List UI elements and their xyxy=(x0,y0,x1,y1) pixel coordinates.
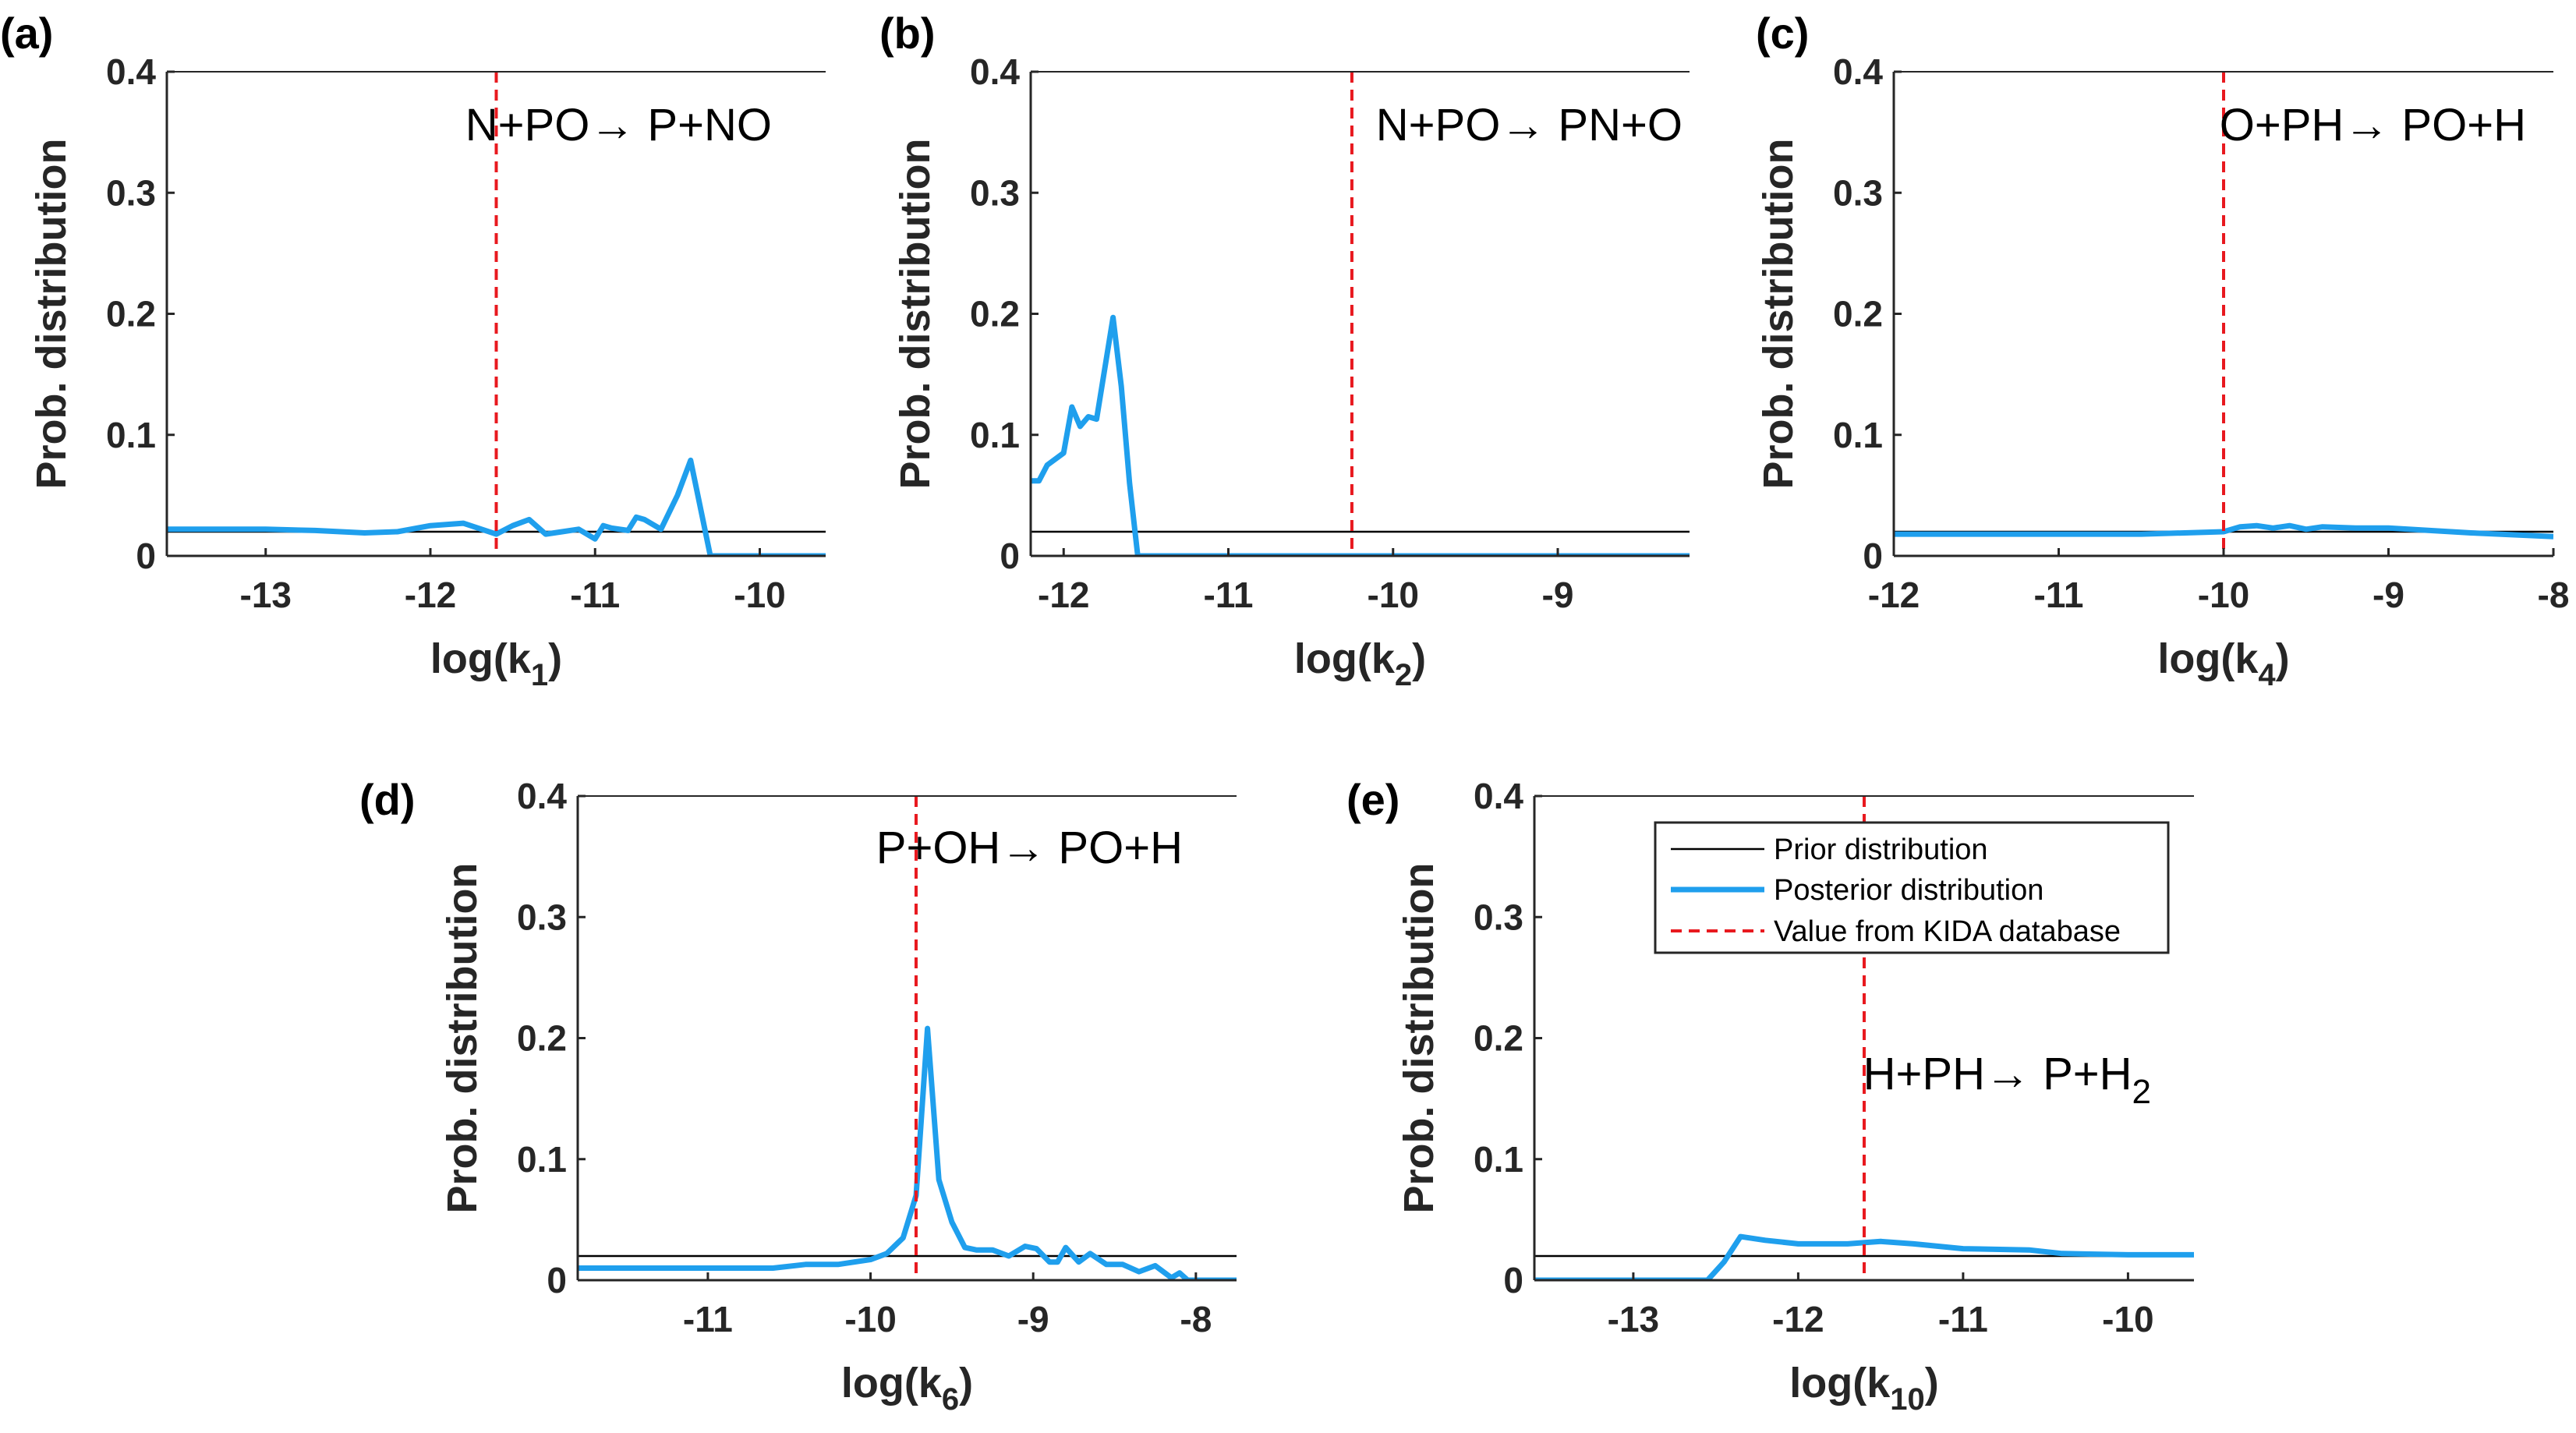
x-axis-label: log(k6) xyxy=(841,1360,973,1417)
panel-label: (b) xyxy=(879,9,936,58)
y-tick-label: 0.2 xyxy=(1474,1018,1523,1059)
y-tick-label: 0.1 xyxy=(517,1139,567,1180)
chart-panel-d: 0 0.1 0.2 0.3 0.4 -11 -10 -9 -8 log(k6) Prob. dist… xyxy=(359,775,1237,1417)
y-tick-label: 0.2 xyxy=(517,1018,567,1059)
y-tick-label: 0 xyxy=(1000,536,1020,576)
y-tick-label: 0.3 xyxy=(970,172,1020,213)
x-tick-label: -12 xyxy=(405,575,456,615)
x-tick-label: -9 xyxy=(2373,575,2404,615)
x-axis-label: log(k1) xyxy=(430,635,562,692)
posterior-line xyxy=(1534,1233,2194,1280)
y-tick-label: 0.3 xyxy=(517,897,567,937)
panel-label: (c) xyxy=(1756,9,1809,58)
y-tick-label: 0.3 xyxy=(106,172,156,213)
y-tick-label: 0 xyxy=(1503,1260,1523,1300)
y-tick-label: 0.2 xyxy=(1833,294,1883,334)
reaction-title: N+PO→ P+NO xyxy=(465,100,772,150)
posterior-line xyxy=(167,457,826,556)
legend-kida-label: Value from KIDA database xyxy=(1774,915,2121,948)
y-axis-label: Prob. distribution xyxy=(1396,863,1442,1214)
x-tick-label: -12 xyxy=(1772,1299,1824,1339)
y-tick-label: 0 xyxy=(136,536,156,576)
y-tick-label: 0.4 xyxy=(517,776,567,816)
x-tick-label: -12 xyxy=(1868,575,1920,615)
x-tick-label: -11 xyxy=(570,575,620,615)
chart-panel-a: 0 0.1 0.2 0.3 0.4 -13 -12 -11 -10 log(k1) Prob. di… xyxy=(0,9,826,692)
panel-label: (e) xyxy=(1346,775,1399,824)
chart-panel-c: 0 0.1 0.2 0.3 0.4 -12 -11 -10 -9 -8 log(k4) Prob. d… xyxy=(1755,9,2569,692)
x-tick-label: -11 xyxy=(1204,575,1254,615)
legend-posterior-label: Posterior distribution xyxy=(1774,874,2043,907)
y-tick-label: 0 xyxy=(547,1260,567,1300)
x-tick-label: -8 xyxy=(1180,1299,1212,1339)
x-tick-label: -9 xyxy=(1542,575,1574,615)
posterior-line xyxy=(1031,314,1690,556)
y-tick-label: 0.2 xyxy=(106,294,156,334)
chart-panels: 0 0.1 0.2 0.3 0.4 -13 -12 -11 -10 log(k1) Prob. di… xyxy=(0,9,2569,1417)
y-axis-label: Prob. distribution xyxy=(439,863,486,1214)
y-tick-label: 0.1 xyxy=(1474,1139,1523,1180)
x-tick-label: -10 xyxy=(734,575,785,615)
y-tick-label: 0.1 xyxy=(106,415,156,455)
x-tick-label: -11 xyxy=(683,1299,733,1339)
reaction-title: H+PH→ P+H2 xyxy=(1863,1049,2151,1111)
y-tick-label: 0.3 xyxy=(1474,897,1523,937)
x-axis-label: log(k2) xyxy=(1294,635,1426,692)
x-tick-label: -13 xyxy=(1608,1299,1659,1339)
y-tick-label: 0.1 xyxy=(970,415,1020,455)
posterior-line xyxy=(578,1025,1237,1280)
y-tick-label: 0.4 xyxy=(1474,776,1523,816)
x-tick-label: -11 xyxy=(2034,575,2084,615)
x-axis-label: log(k10) xyxy=(1789,1360,1938,1417)
y-tick-label: 0.1 xyxy=(1833,415,1883,455)
y-tick-label: 0.4 xyxy=(970,51,1020,92)
y-tick-label: 0 xyxy=(1863,536,1883,576)
chart-panel-b: 0 0.1 0.2 0.3 0.4 -12 -11 -10 -9 log(k2) Prob. dis… xyxy=(879,9,1690,692)
x-axis-label: log(k4) xyxy=(2157,635,2289,692)
x-tick-label: -10 xyxy=(2102,1299,2153,1339)
y-axis-label: Prob. distribution xyxy=(28,139,75,490)
legend: Prior distribution Posterior distributio… xyxy=(1654,821,2170,954)
reaction-title: P+OH→ PO+H xyxy=(876,823,1183,873)
x-tick-label: -8 xyxy=(2538,575,2570,615)
legend-prior-label: Prior distribution xyxy=(1774,833,1988,866)
x-tick-label: -9 xyxy=(1017,1299,1049,1339)
reaction-title: N+PO→ PN+O xyxy=(1376,100,1683,150)
y-axis-label: Prob. distribution xyxy=(892,139,939,490)
x-tick-label: -10 xyxy=(1368,575,1419,615)
y-tick-label: 0.4 xyxy=(1833,51,1883,92)
chart-panel-e: 0 0.1 0.2 0.3 0.4 -13 -12 -11 -10 log(k10) Prob. d… xyxy=(1346,775,2194,1417)
panel-label: (d) xyxy=(359,775,416,824)
x-tick-label: -10 xyxy=(2198,575,2249,615)
x-tick-label: -13 xyxy=(240,575,292,615)
x-tick-label: -11 xyxy=(1938,1299,1988,1339)
y-axis-label: Prob. distribution xyxy=(1755,139,1802,490)
reaction-title: O+PH→ PO+H xyxy=(2220,100,2526,150)
y-tick-label: 0.4 xyxy=(106,51,156,92)
posterior-line xyxy=(1894,522,2553,540)
panel-label: (a) xyxy=(0,9,53,58)
x-tick-label: -10 xyxy=(844,1299,896,1339)
y-tick-label: 0.3 xyxy=(1833,172,1883,213)
x-tick-label: -12 xyxy=(1038,575,1089,615)
y-tick-label: 0.2 xyxy=(970,294,1020,334)
